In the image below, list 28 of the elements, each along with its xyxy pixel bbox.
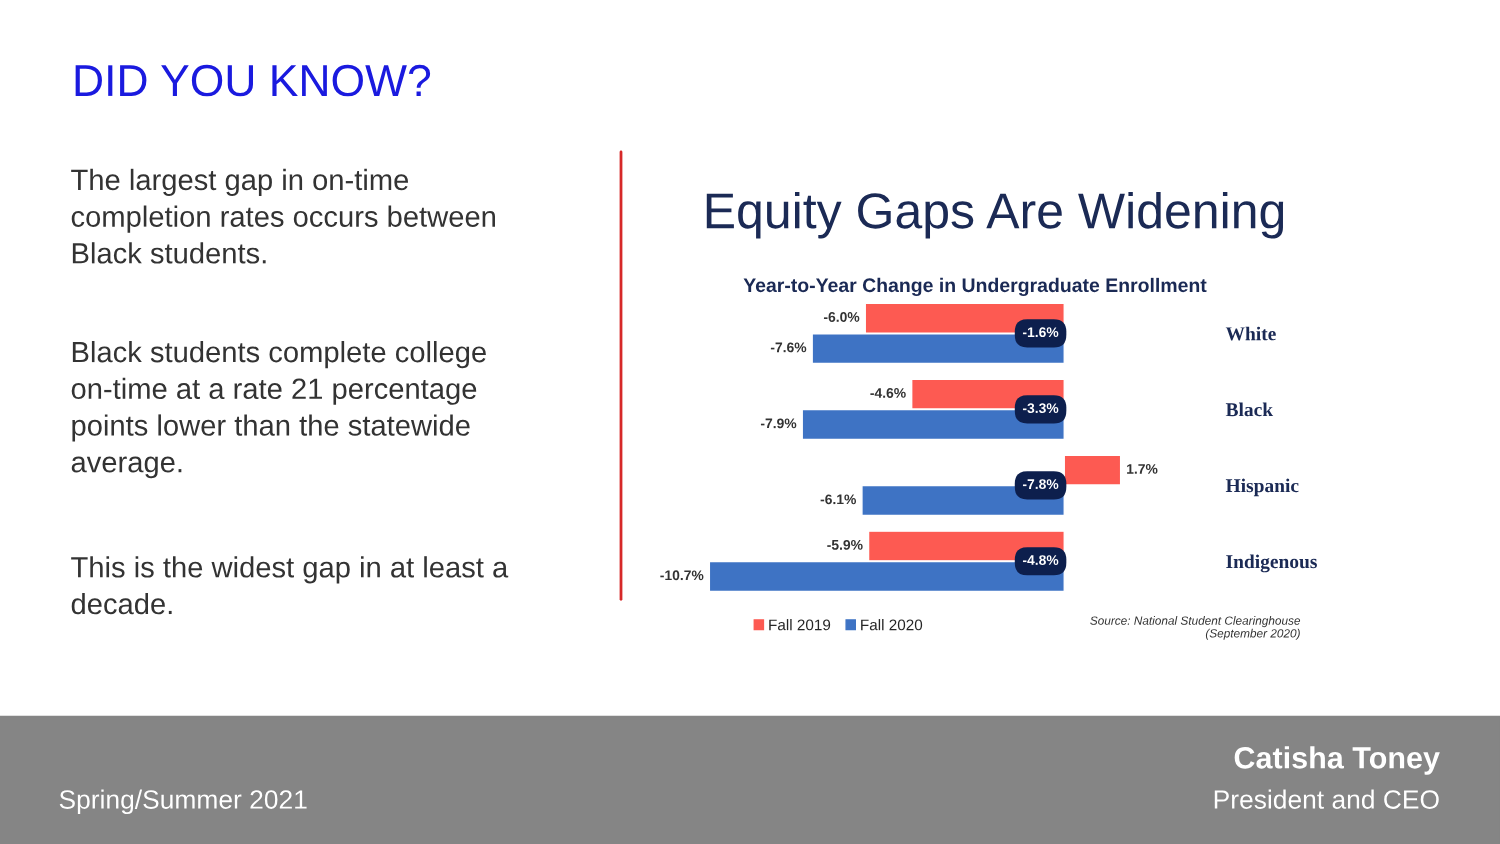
annotation: -1.6% <box>1022 327 1059 338</box>
y-tick-label: White <box>1225 326 1276 341</box>
data-label: -4.6% <box>870 388 906 398</box>
data-label: 1.7% <box>1127 464 1158 474</box>
y-tick-label: Indigenous <box>1226 554 1317 573</box>
chart-title: Equity Gaps Are Widening <box>706 191 1284 239</box>
y-tick-label: Hispanic <box>1225 478 1299 497</box>
text: President and CEO <box>1214 789 1439 809</box>
text: This is the widest gap in at least a decade. <box>71 556 509 615</box>
annotation: -3.3% <box>1022 403 1059 414</box>
y-tick-label: Black <box>1225 402 1274 417</box>
annotation: -7.8% <box>1022 479 1059 490</box>
data-label: -6.0% <box>823 312 860 322</box>
data-label: -10.7% <box>660 570 704 581</box>
data-label: -7.6% <box>770 342 807 353</box>
data-label: -7.9% <box>760 418 797 429</box>
annotation: -4.8% <box>1022 555 1059 565</box>
text: Catisha Toney <box>1234 746 1440 775</box>
legend-label: Fall 2019 <box>769 619 831 631</box>
source-note: Source: National Student Clearinghouse (September 2020) <box>1090 616 1301 640</box>
legend-label: Fall 2020 <box>861 619 923 631</box>
text: DID YOU KNOW? <box>75 64 431 97</box>
data-label: -6.1% <box>820 494 857 505</box>
text: The largest gap in on-time completion rates occurs between Black students. <box>71 168 495 264</box>
text: Spring/Summer 2021 <box>59 789 307 815</box>
data-label: -5.9% <box>827 539 863 550</box>
text: Black students complete college on-time at a rate 21 percentage points lower than the statewide average. <box>71 340 486 479</box>
chart-subtitle: Year-to-Year Change in Undergraduate Enrollment <box>743 277 1207 297</box>
